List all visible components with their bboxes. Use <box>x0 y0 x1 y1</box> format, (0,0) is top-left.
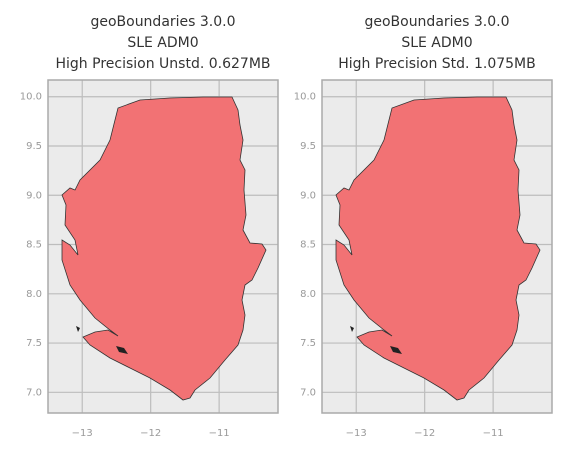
plot-frame <box>47 79 279 414</box>
chart-title: SLE ADM0 <box>401 35 472 51</box>
x-tick-label: −12 <box>414 428 435 439</box>
y-tick-label: 8.0 <box>300 289 316 300</box>
x-tick-label: −11 <box>209 428 230 439</box>
y-tick-label: 9.5 <box>300 141 316 152</box>
chart-title: SLE ADM0 <box>127 35 198 51</box>
y-tick-label: 8.5 <box>300 240 316 251</box>
y-tick-label: 8.5 <box>26 240 42 251</box>
y-tick-label: 9.0 <box>300 190 316 201</box>
x-tick-label: −13 <box>346 428 367 439</box>
x-tick-label: −11 <box>483 428 504 439</box>
y-tick-label: 8.0 <box>26 289 42 300</box>
y-tick-label: 7.5 <box>26 338 42 349</box>
chart-title: High Precision Unstd. 0.627MB <box>56 56 271 72</box>
y-tick-label: 10.0 <box>294 92 316 103</box>
chart-title: geoBoundaries 3.0.0 <box>364 14 509 30</box>
plot-frame <box>321 79 553 414</box>
x-tick-label: −13 <box>72 428 93 439</box>
y-tick-label: 7.5 <box>300 338 316 349</box>
chart-title: geoBoundaries 3.0.0 <box>90 14 235 30</box>
x-tick-label: −12 <box>140 428 161 439</box>
y-tick-label: 7.0 <box>300 387 316 398</box>
y-tick-label: 9.5 <box>26 141 42 152</box>
chart-title: High Precision Std. 1.075MB <box>338 56 535 72</box>
y-tick-label: 10.0 <box>20 92 42 103</box>
y-tick-label: 7.0 <box>26 387 42 398</box>
y-tick-label: 9.0 <box>26 190 42 201</box>
